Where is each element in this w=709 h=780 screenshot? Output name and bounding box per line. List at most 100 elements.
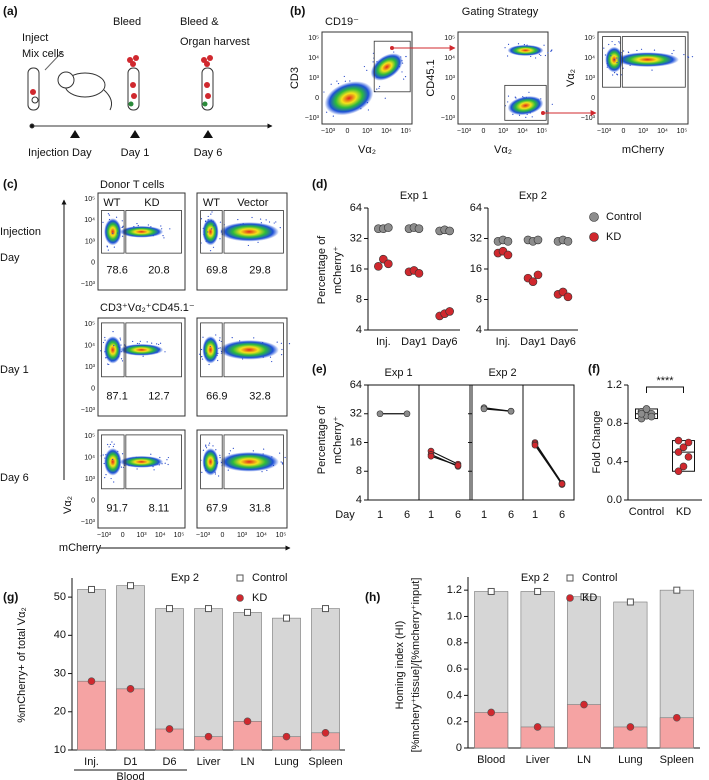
marker <box>580 700 588 709</box>
flow-event <box>167 456 169 459</box>
flow-event <box>276 341 278 343</box>
y-tick-label: 32 <box>350 232 362 244</box>
x-tick-label: Blood <box>477 754 505 766</box>
flow-event <box>137 225 139 227</box>
y-tick-label: 0.8 <box>607 417 622 429</box>
flow-event <box>671 53 673 55</box>
flow-event <box>280 342 283 344</box>
flow-event <box>604 54 607 56</box>
flow-event <box>281 463 284 465</box>
x-tick-label: D1 <box>123 756 137 768</box>
flow-density <box>507 44 544 56</box>
x-tick-label: Liver <box>526 754 550 766</box>
legend-label: Control <box>582 572 617 584</box>
flow-density <box>119 225 164 238</box>
flow-event <box>207 231 209 233</box>
flow-event <box>330 83 332 85</box>
flow-event <box>229 450 232 452</box>
flow-density <box>104 448 122 476</box>
flow-tick-label: 0 <box>451 95 455 102</box>
flow-tick-label: 10⁴ <box>584 55 595 62</box>
flow-event <box>120 344 122 346</box>
flow-event <box>640 48 643 50</box>
bar <box>520 591 555 749</box>
flow-event <box>220 340 222 343</box>
gate-dot <box>541 111 545 115</box>
flow-event <box>517 43 520 45</box>
flow-tick-label: 0 <box>91 260 95 267</box>
flow-event <box>531 116 533 118</box>
flow-event <box>211 228 213 230</box>
flow-event <box>136 222 138 225</box>
flow-event <box>111 458 114 461</box>
gate <box>125 434 182 490</box>
flow-event <box>150 453 152 455</box>
flow-event <box>201 471 203 473</box>
x-tick-label: Inj. <box>84 756 99 768</box>
flow-event <box>281 462 283 464</box>
flow-tick-label: −10³ <box>305 115 320 122</box>
flow-event <box>121 360 124 362</box>
point <box>563 237 573 246</box>
point <box>647 412 656 421</box>
flow-event <box>153 469 155 471</box>
flow-event <box>215 449 217 451</box>
flow-tick-label: 10⁴ <box>84 342 95 349</box>
flow-event <box>530 55 532 58</box>
flow-event <box>208 444 210 446</box>
x-axis-label: Day <box>335 509 355 521</box>
gate <box>200 434 223 490</box>
bar <box>659 717 694 749</box>
y-tick-label: 4 <box>356 324 362 336</box>
flow-event <box>201 358 204 360</box>
marker <box>534 587 542 595</box>
flow-event <box>147 224 149 226</box>
flow-tick-label: 0 <box>591 95 595 102</box>
flow-event <box>108 363 110 366</box>
panel-label: (e) <box>312 362 327 376</box>
flow-event <box>112 232 114 234</box>
flow-event <box>265 219 267 221</box>
y-tick-label: 4 <box>356 494 362 506</box>
flow-tick-label: 10⁵ <box>677 128 688 135</box>
flow-tick-label: −10³ <box>457 128 472 135</box>
flow-event <box>121 235 124 237</box>
flow-event <box>512 113 514 115</box>
flow-event <box>136 468 138 470</box>
gate-percentage: 87.1 <box>106 390 127 402</box>
flow-event <box>113 246 115 248</box>
marker <box>236 594 244 602</box>
marker <box>236 574 244 582</box>
flow-event <box>119 339 122 341</box>
gate <box>101 210 125 254</box>
flow-event <box>167 463 169 466</box>
y-tick-label: 0.8 <box>447 637 462 649</box>
flow-event <box>288 342 291 345</box>
y-tick-label: 50 <box>54 591 66 603</box>
flow-event <box>117 458 119 460</box>
flow-density <box>507 96 544 116</box>
marker <box>672 713 681 722</box>
bar <box>116 688 145 751</box>
gate-percentage: 69.8 <box>206 265 227 277</box>
flow-tick-label: 10⁵ <box>401 128 412 135</box>
y-tick-label: 0.4 <box>607 456 622 468</box>
flow-event <box>372 61 374 63</box>
gate-percentage: 67.9 <box>206 502 227 514</box>
panel-title: Exp 2 <box>489 367 517 379</box>
flow-event <box>112 331 114 333</box>
gate <box>200 322 223 378</box>
flow-event <box>214 460 216 462</box>
flow-event <box>349 80 351 82</box>
flow-event <box>366 69 368 71</box>
flow-density <box>104 218 122 246</box>
gate-name: WT <box>203 197 220 209</box>
flow-event <box>611 40 613 43</box>
flow-event <box>107 443 109 446</box>
point <box>503 237 513 246</box>
flow-event <box>608 43 610 46</box>
axis-label: mCherry <box>59 542 102 554</box>
flow-event <box>142 355 144 357</box>
flow-event <box>120 358 123 360</box>
flow-tick-label: 10³ <box>362 128 373 135</box>
